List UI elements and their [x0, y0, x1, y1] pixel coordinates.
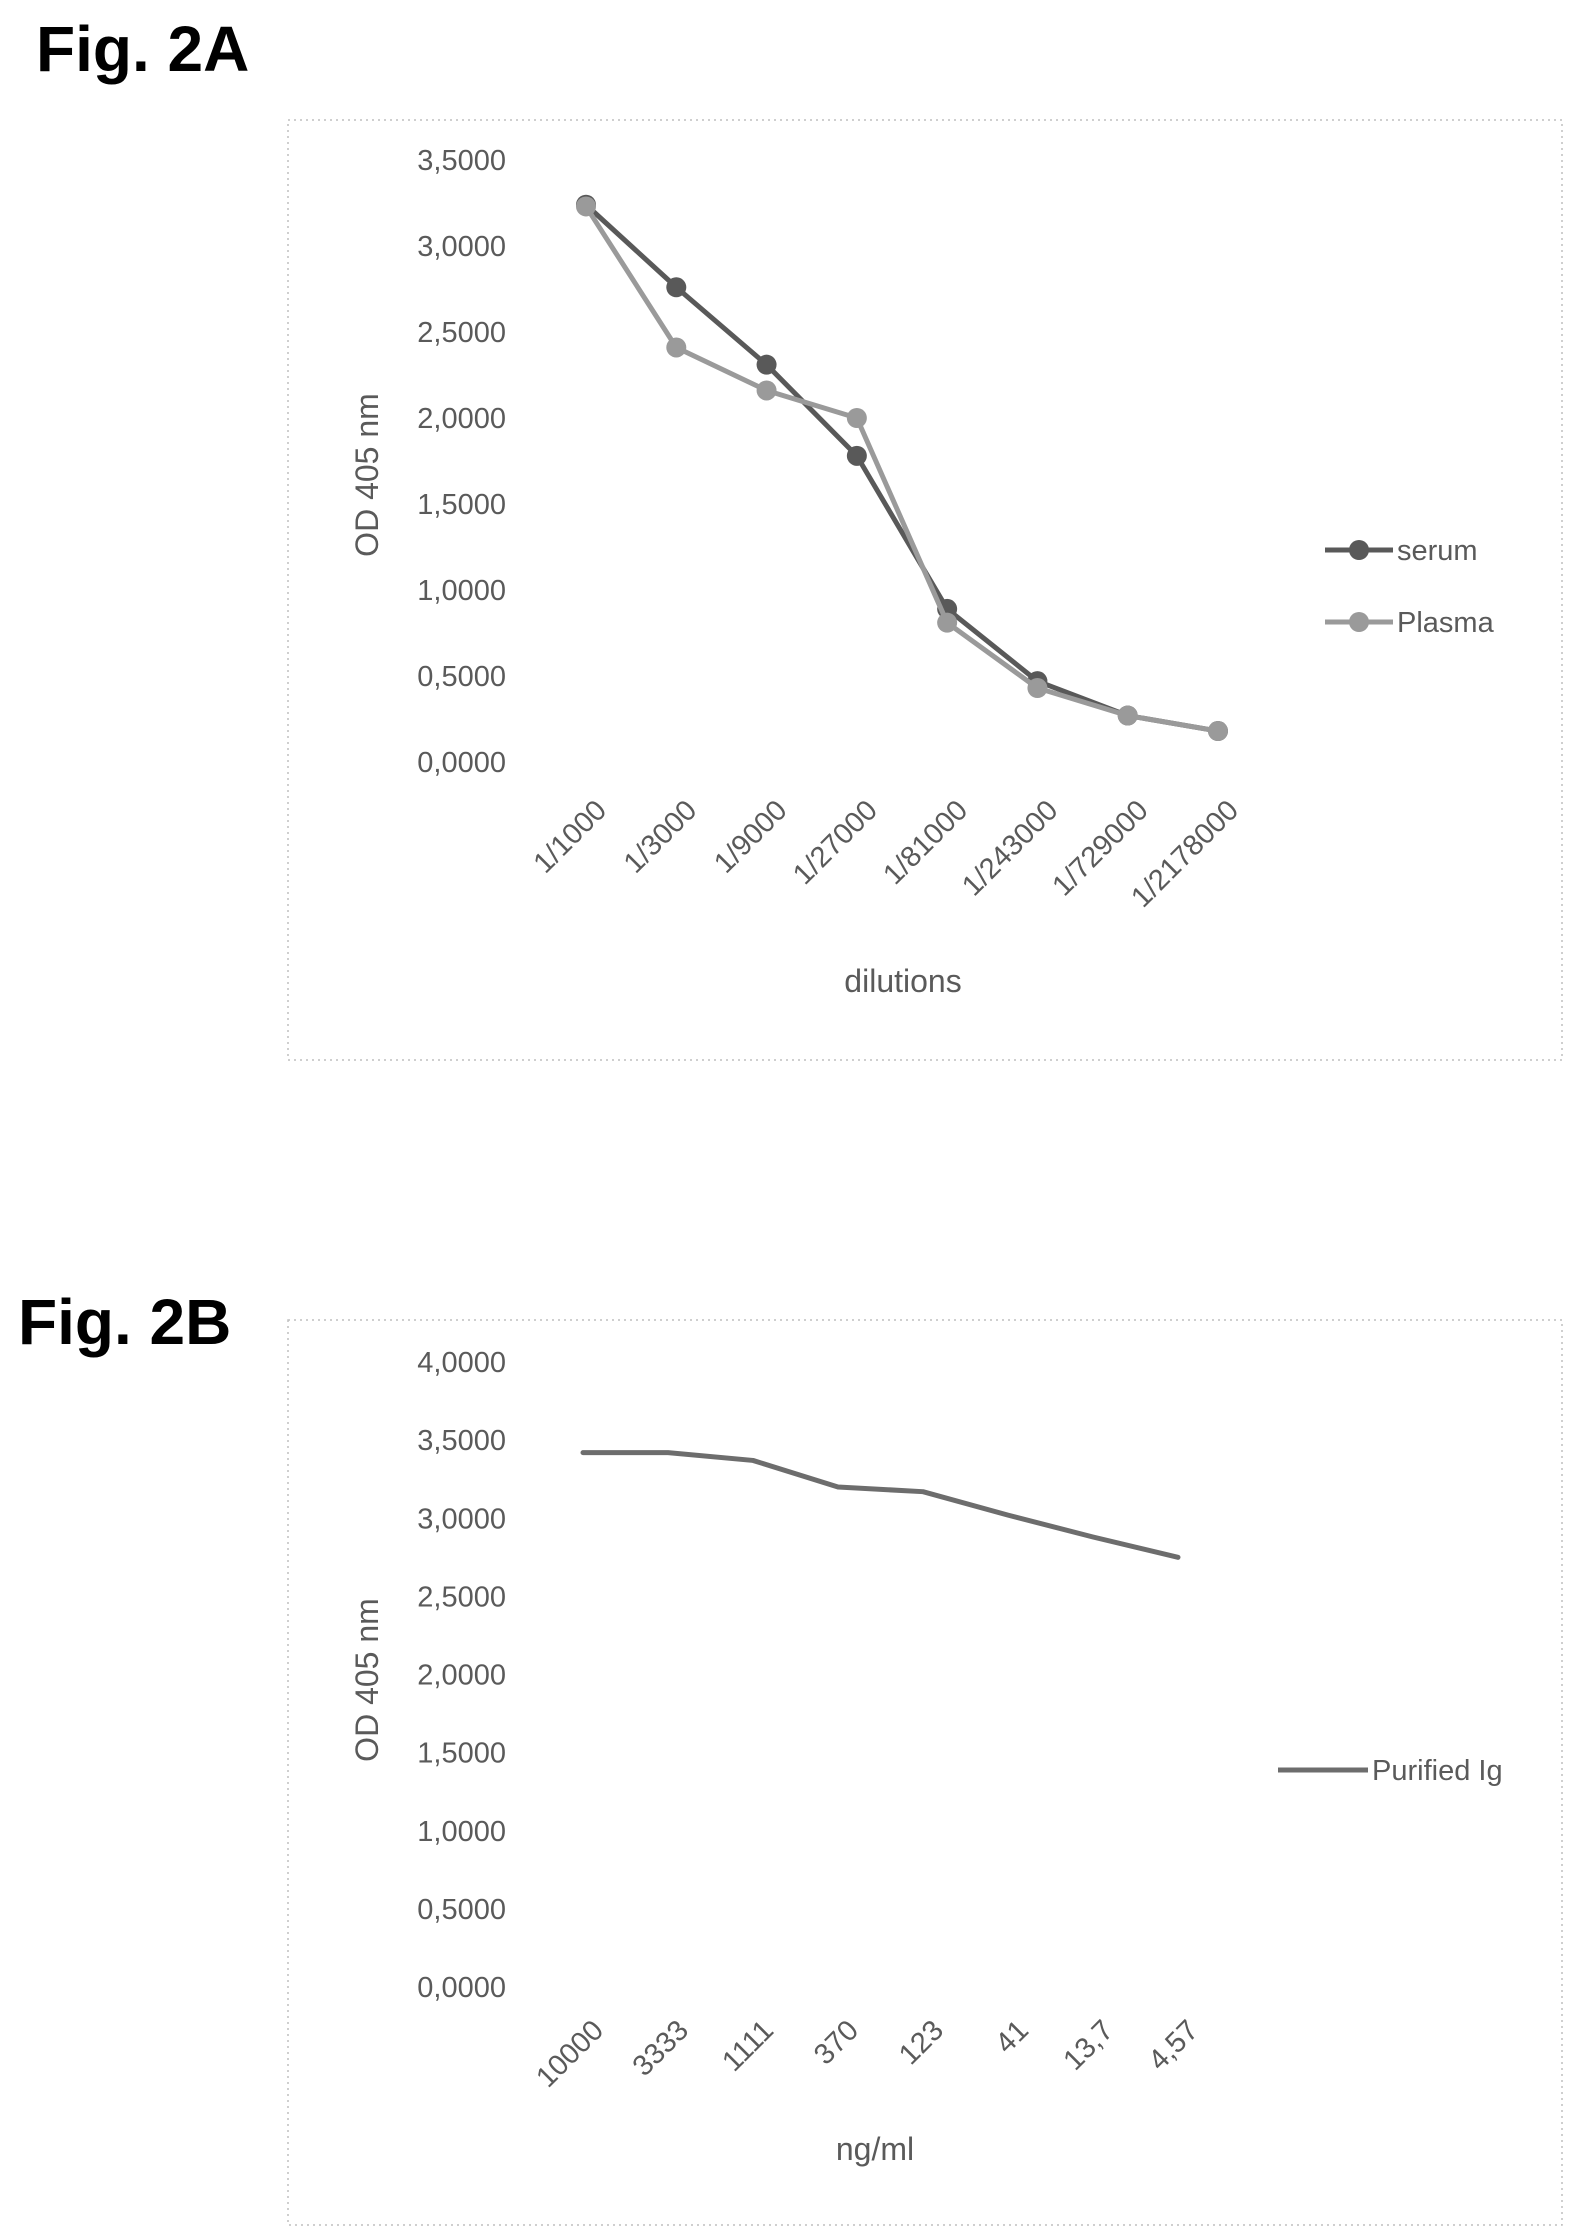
b-series-line-0: [580, 1450, 1181, 1560]
figure-title-2b: Fig. 2B: [18, 1286, 232, 1358]
b-x-tick-label: 123: [893, 2014, 950, 2071]
b-x-tick-label: 1111: [716, 2014, 780, 2078]
a-data-point: [576, 196, 596, 217]
chart-2a-y-axis-label: OD 405 nm: [349, 393, 385, 557]
b-y-tick-label: 2,0000: [417, 1660, 506, 1692]
a-legend-marker-0: [1349, 540, 1369, 560]
b-x-tick-label: 4,57: [1142, 2014, 1205, 2077]
chart-2a-frame: [287, 119, 1563, 1061]
b-y-tick-label: 0,0000: [417, 1972, 506, 2004]
b-x-tick-label: 41: [990, 2014, 1035, 2059]
chart-2b-x-ticks: 10000 3333 1111 370 123 41 13,7 4,57: [530, 2014, 1205, 2094]
a-series-line-1: [583, 203, 1221, 734]
a-legend-entry-0: serum: [1397, 535, 1478, 567]
b-y-tick-label: 4,0000: [417, 1347, 506, 1379]
b-x-tick-label: 13,7: [1057, 2014, 1120, 2077]
a-data-point: [756, 380, 777, 401]
a-y-tick-label: 1,0000: [417, 575, 506, 607]
b-x-tick-label: 3333: [627, 2014, 695, 2082]
chart-2a: 0,0000 0,5000 1,0000 1,5000 2,0000 2,5000 3,00…: [287, 119, 1563, 1061]
a-data-point: [756, 354, 777, 375]
chart-2b-y-axis-label: OD 405 nm: [349, 1598, 385, 1762]
a-y-tick-label: 3,0000: [417, 231, 506, 263]
a-y-tick-label: 2,0000: [417, 403, 506, 435]
a-data-point: [846, 408, 867, 428]
chart-2a-legend: serum Plasma: [1325, 535, 1495, 639]
a-legend-marker-1: [1349, 612, 1369, 632]
a-y-tick-label: 0,5000: [417, 661, 506, 693]
figure-title-2a: Fig. 2A: [36, 13, 250, 85]
chart-2b-frame: [287, 1319, 1563, 2226]
b-x-tick-label: 10000: [530, 2014, 610, 2094]
b-y-tick-label: 3,5000: [417, 1425, 506, 1457]
chart-2b-series: [580, 1450, 1181, 1560]
b-y-tick-label: 1,5000: [417, 1738, 506, 1770]
chart-2b-x-axis-label: ng/ml: [836, 2131, 914, 2167]
a-y-tick-label: 2,5000: [417, 317, 506, 349]
b-legend-entry-0: Purified Ig: [1372, 1755, 1503, 1787]
a-data-point: [1027, 678, 1048, 699]
chart-2a-x-axis-label: dilutions: [844, 963, 961, 999]
b-y-tick-label: 0,5000: [417, 1894, 506, 1926]
b-y-tick-label: 3,0000: [417, 1503, 506, 1535]
a-y-tick-label: 3,5000: [417, 145, 506, 177]
b-y-tick-label: 1,0000: [417, 1816, 506, 1848]
chart-2b-y-ticks: 0,0000 0,5000 1,0000 1,5000 2,0000 2,5000 3,00…: [417, 1347, 506, 2004]
chart-2a-series: [576, 194, 1228, 742]
a-data-point: [937, 612, 958, 633]
a-data-point: [666, 337, 687, 358]
b-y-tick-label: 2,5000: [417, 1581, 506, 1613]
a-y-tick-label: 1,5000: [417, 489, 506, 521]
chart-2a-y-ticks: 0,0000 0,5000 1,0000 1,5000 2,0000 2,5000 3,00…: [417, 145, 506, 779]
b-x-tick-label: 370: [808, 2014, 865, 2071]
a-data-point: [846, 445, 867, 466]
a-data-point: [1208, 721, 1228, 742]
chart-2b-legend: Purified Ig: [1278, 1755, 1503, 1787]
a-legend-entry-1: Plasma: [1397, 607, 1495, 639]
a-y-tick-label: 0,0000: [417, 747, 506, 779]
a-data-point: [1117, 705, 1138, 726]
a-data-point: [666, 277, 687, 298]
